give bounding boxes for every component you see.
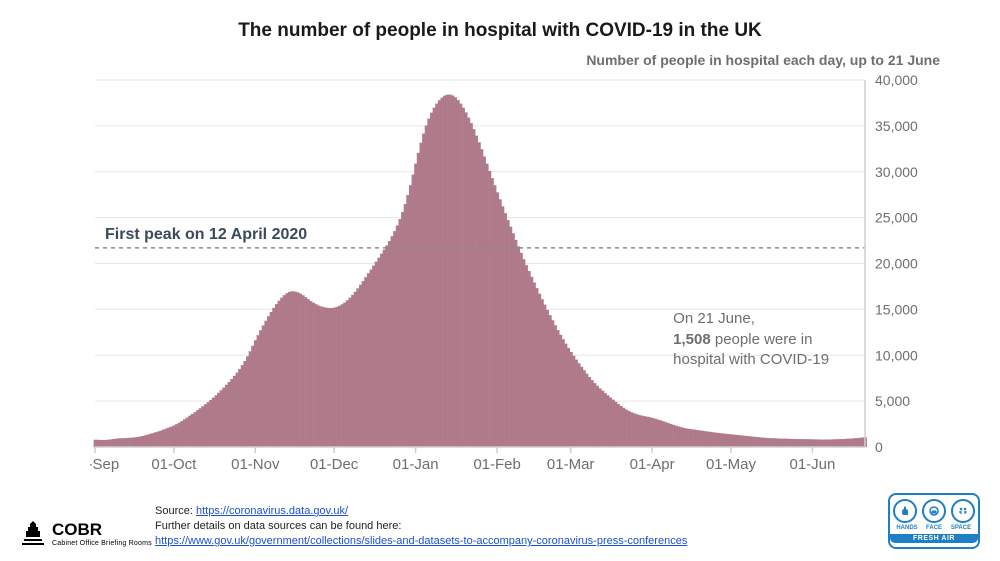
svg-text:0: 0: [875, 439, 883, 455]
source-link[interactable]: https://coronavirus.data.gov.uk/: [196, 505, 348, 517]
cobr-logo: COBR Cabinet Office Briefing Rooms: [20, 519, 152, 547]
source-block: Source: https://coronavirus.data.gov.uk/…: [155, 504, 687, 549]
details-label: Further details on data sources can be f…: [155, 520, 401, 532]
hands-face-space-badge: HANDS FACE SPACE FRESH AIR: [888, 493, 980, 549]
callout-annotation: On 21 June, 1,508 people were in hospita…: [673, 309, 838, 370]
svg-text:01-Mar: 01-Mar: [547, 456, 595, 473]
svg-text:01-Sep: 01-Sep: [90, 456, 119, 473]
badge-label-face: FACE: [922, 525, 946, 531]
badge-label-hands: HANDS: [895, 525, 919, 531]
svg-text:01-Dec: 01-Dec: [310, 456, 359, 473]
space-icon: [951, 499, 975, 523]
svg-text:01-Jan: 01-Jan: [393, 456, 439, 473]
callout-value: 1,508: [673, 331, 711, 348]
source-label: Source:: [155, 505, 193, 517]
svg-text:01-Oct: 01-Oct: [151, 456, 197, 473]
svg-text:35,000: 35,000: [875, 118, 918, 134]
chart-title: The number of people in hospital with CO…: [0, 20, 1000, 42]
badge-bottom: FRESH AIR: [890, 534, 978, 543]
badge-labels: HANDS FACE SPACE: [895, 525, 973, 531]
chart-svg: 0 5,000 10,000 15,000 20,000 25,000 30,000 35,0…: [90, 75, 920, 475]
face-icon: [922, 499, 946, 523]
svg-text:15,000: 15,000: [875, 301, 918, 317]
cobr-title: COBR: [52, 520, 152, 540]
badge-label-space: SPACE: [949, 525, 973, 531]
svg-text:25,000: 25,000: [875, 210, 918, 226]
callout-date: On 21 June,: [673, 310, 755, 327]
svg-text:01-Nov: 01-Nov: [231, 456, 280, 473]
page: The number of people in hospital with CO…: [0, 0, 1000, 561]
svg-text:5,000: 5,000: [875, 393, 910, 409]
svg-text:40,000: 40,000: [875, 75, 918, 88]
hands-icon: [893, 499, 917, 523]
crest-icon: [20, 519, 46, 547]
svg-text:01-Jun: 01-Jun: [790, 456, 836, 473]
footer: COBR Cabinet Office Briefing Rooms Sourc…: [20, 493, 980, 553]
peak-annotation: First peak on 12 April 2020: [105, 226, 307, 244]
details-link[interactable]: https://www.gov.uk/government/collection…: [155, 535, 687, 547]
svg-text:30,000: 30,000: [875, 164, 918, 180]
svg-text:10,000: 10,000: [875, 347, 918, 363]
chart-area: 0 5,000 10,000 15,000 20,000 25,000 30,000 35,0…: [90, 75, 920, 475]
chart-subtitle: Number of people in hospital each day, u…: [586, 52, 940, 68]
svg-text:01-May: 01-May: [706, 456, 757, 473]
svg-text:20,000: 20,000: [875, 256, 918, 272]
cobr-subtitle: Cabinet Office Briefing Rooms: [52, 540, 152, 547]
svg-text:01-Feb: 01-Feb: [473, 456, 521, 473]
svg-text:01-Apr: 01-Apr: [630, 456, 675, 473]
